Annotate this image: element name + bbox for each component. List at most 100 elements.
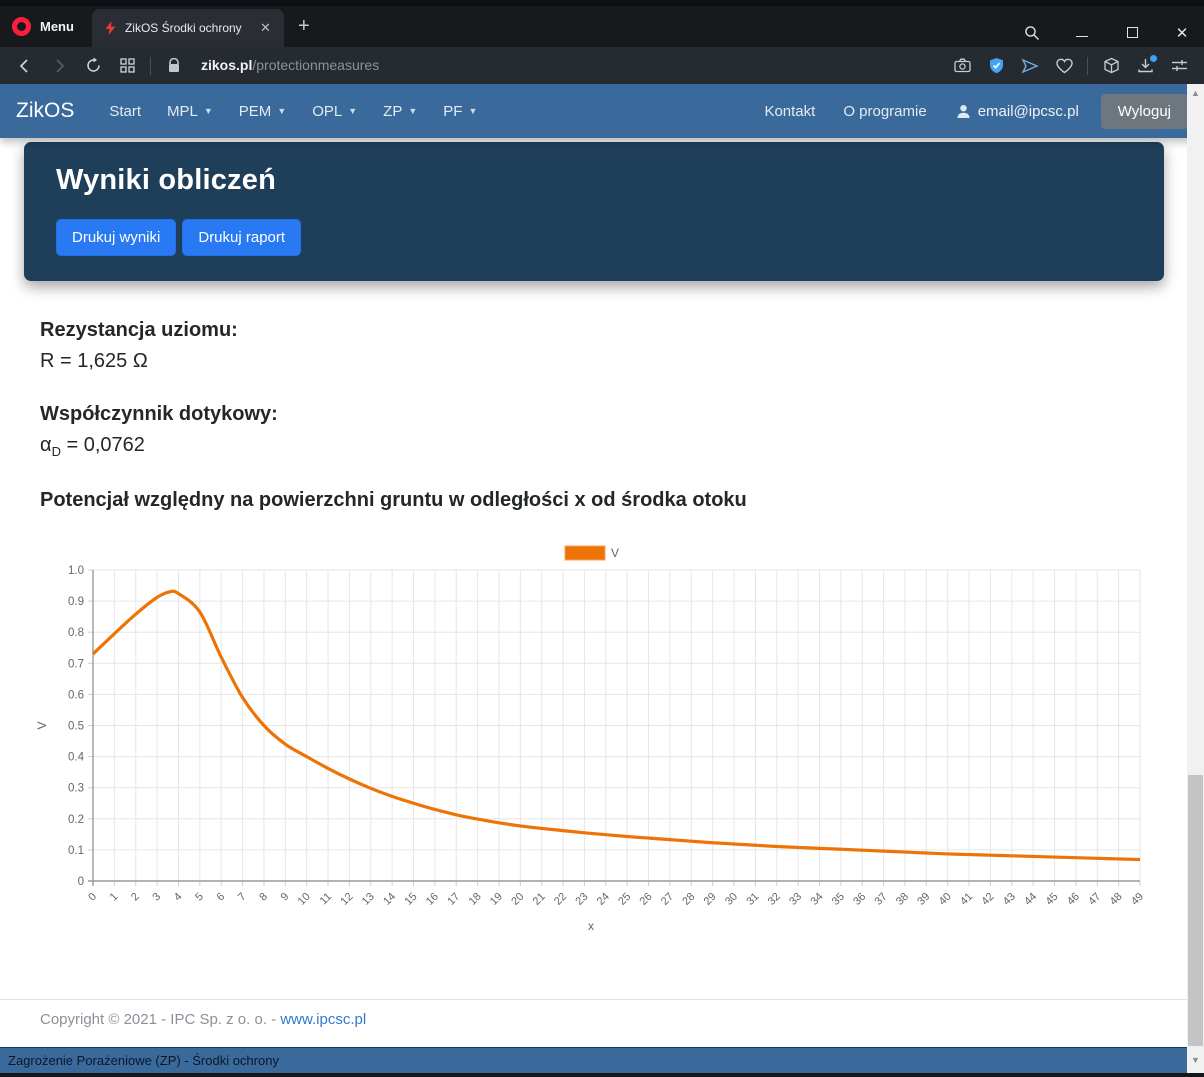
flow-send-icon[interactable] (1015, 52, 1045, 80)
nav-item-kontakt[interactable]: Kontakt (764, 102, 816, 120)
touch-coefficient-value: αD = 0,0762 (40, 434, 145, 459)
resistance-label: Rezystancja uziomu: (40, 319, 238, 341)
svg-text:9: 9 (279, 891, 292, 904)
site-navbar: ZikOS Start MPL ▼ PEM ▼ OPL ▼ ZP ▼ PF ▼ Konta… (0, 84, 1204, 138)
print-results-button[interactable]: Drukuj wyniki (56, 219, 177, 256)
chevron-down-icon: ▼ (203, 106, 213, 116)
tab-close-icon[interactable]: ✕ (260, 20, 271, 35)
nav-item-pem[interactable]: PEM ▼ (238, 102, 287, 120)
url-field[interactable]: zikos.pl/protectionmeasures (193, 57, 943, 75)
page-title: Wyniki obliczeń (56, 164, 277, 196)
page-footer: Copyright © 2021 - IPC Sp. z o. o. - www… (0, 999, 1187, 1028)
window-close-button[interactable]: ✕ (1175, 24, 1189, 42)
nav-item-mpl[interactable]: MPL ▼ (167, 102, 213, 120)
chevron-down-icon: ▼ (348, 106, 358, 116)
svg-text:34: 34 (808, 891, 825, 908)
svg-text:48: 48 (1108, 891, 1125, 908)
browser-search-icon[interactable] (1010, 12, 1054, 53)
svg-text:32: 32 (766, 891, 783, 908)
resistance-value: R = 1,625 Ω (40, 350, 148, 372)
svg-text:20: 20 (509, 891, 526, 908)
chevron-down-icon: ▼ (277, 106, 287, 116)
svg-text:0: 0 (78, 876, 84, 888)
new-tab-button[interactable]: + (297, 15, 310, 37)
scroll-up-icon[interactable]: ▲ (1191, 87, 1200, 98)
svg-text:29: 29 (702, 891, 719, 908)
scrollbar-thumb[interactable] (1188, 775, 1203, 1046)
svg-text:0.4: 0.4 (68, 752, 85, 764)
svg-text:33: 33 (787, 891, 804, 908)
svg-text:5: 5 (193, 891, 206, 904)
ipcsc-link[interactable]: www.ipcsc.pl (280, 1011, 367, 1028)
vpn-shield-icon[interactable] (981, 52, 1011, 80)
line-chart-canvas: 0 1 2 3 4 5 6 7 8 9 10 11 12 13 14 15 16 17 18 19 20 21 22 23 24… (35, 545, 1146, 933)
nav-item-zp[interactable]: ZP ▼ (383, 102, 418, 120)
svg-text:45: 45 (1044, 891, 1061, 908)
svg-text:V: V (611, 546, 619, 560)
reload-icon[interactable] (78, 52, 108, 80)
svg-text:43: 43 (1001, 891, 1018, 908)
url-host: zikos.pl (201, 56, 253, 73)
svg-text:x: x (588, 919, 594, 933)
svg-text:36: 36 (851, 891, 868, 908)
logout-button[interactable]: Wyloguj (1100, 93, 1188, 129)
svg-text:21: 21 (531, 891, 548, 908)
window-minimize-button[interactable] (1060, 12, 1104, 53)
lock-icon[interactable] (159, 52, 189, 80)
page-scrollbar[interactable]: ▲ ▼ (1187, 84, 1204, 1073)
extensions-cube-icon[interactable] (1096, 52, 1126, 80)
svg-text:19: 19 (488, 891, 505, 908)
svg-text:31: 31 (744, 891, 761, 908)
svg-text:28: 28 (680, 891, 697, 908)
browser-menu-button[interactable]: Menu (0, 6, 92, 47)
svg-text:0.9: 0.9 (68, 596, 84, 608)
svg-text:37: 37 (873, 891, 890, 908)
svg-text:17: 17 (445, 891, 462, 908)
svg-text:41: 41 (958, 891, 975, 908)
snapshot-camera-icon[interactable] (947, 52, 977, 80)
svg-text:16: 16 (424, 891, 441, 908)
svg-text:24: 24 (595, 891, 612, 908)
svg-text:49: 49 (1129, 891, 1146, 908)
svg-text:1.0: 1.0 (68, 565, 84, 577)
svg-text:10: 10 (296, 891, 313, 908)
svg-text:0.3: 0.3 (68, 783, 84, 795)
downloads-icon[interactable] (1130, 52, 1160, 80)
nav-item-opl[interactable]: OPL ▼ (312, 102, 358, 120)
brand-logo[interactable]: ZikOS (16, 99, 75, 122)
forward-icon[interactable] (44, 52, 74, 80)
back-icon[interactable] (10, 52, 40, 80)
touch-coefficient-label: Współczynnik dotykowy: (40, 403, 278, 425)
user-email[interactable]: email@ipcsc.pl (942, 103, 1093, 120)
svg-text:42: 42 (979, 891, 996, 908)
print-report-button[interactable]: Drukuj raport (182, 219, 302, 256)
status-bar-text: Zagrożenie Porażeniowe (ZP) - Środki och… (8, 1053, 279, 1068)
speed-dial-tiles-icon[interactable] (112, 52, 142, 80)
potential-chart: 0 1 2 3 4 5 6 7 8 9 10 11 12 13 14 15 16 17 18 19 20 21 22 23 24… (35, 540, 1146, 940)
status-bar: Zagrożenie Porażeniowe (ZP) - Środki och… (0, 1047, 1187, 1073)
svg-text:18: 18 (467, 891, 484, 908)
bookmark-heart-icon[interactable] (1049, 52, 1079, 80)
chart-title: Potencjał względny na powierzchni gruntu… (40, 489, 747, 511)
svg-text:0.2: 0.2 (68, 814, 84, 826)
svg-text:8: 8 (257, 891, 270, 904)
nav-item-o-programie[interactable]: O programie (843, 102, 927, 120)
nav-item-pf[interactable]: PF ▼ (443, 102, 478, 120)
svg-text:47: 47 (1086, 891, 1103, 908)
svg-text:V: V (36, 721, 49, 729)
nav-item-start[interactable]: Start (109, 102, 142, 120)
svg-text:0.5: 0.5 (68, 721, 84, 733)
scroll-down-icon[interactable]: ▼ (1191, 1054, 1200, 1065)
browser-tab[interactable]: ZikOS Środki ochrony ✕ (91, 9, 284, 47)
url-path: /protectionmeasures (252, 56, 380, 73)
svg-text:0: 0 (86, 891, 99, 904)
svg-text:13: 13 (360, 891, 377, 908)
window-maximize-button[interactable] (1110, 12, 1154, 53)
window-bottom-edge (0, 1073, 1204, 1077)
nav-menu: Start MPL ▼ PEM ▼ OPL ▼ ZP ▼ PF ▼ (96, 95, 490, 128)
settings-sliders-icon[interactable] (1164, 52, 1194, 80)
user-email-text: email@ipcsc.pl (977, 102, 1079, 120)
svg-text:30: 30 (723, 891, 740, 908)
browser-menu-label: Menu (40, 19, 74, 34)
svg-text:7: 7 (236, 891, 249, 904)
